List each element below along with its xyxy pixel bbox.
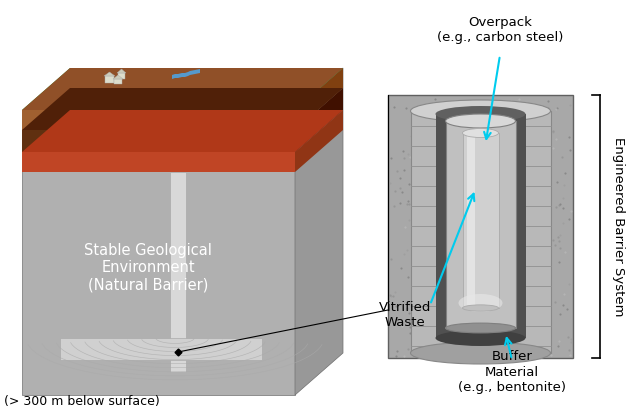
Polygon shape — [22, 68, 343, 110]
Polygon shape — [22, 110, 343, 152]
Polygon shape — [22, 68, 343, 110]
Polygon shape — [445, 121, 515, 328]
Ellipse shape — [462, 305, 499, 311]
Polygon shape — [117, 69, 126, 73]
Ellipse shape — [410, 342, 550, 364]
Text: Vitrified
Waste: Vitrified Waste — [379, 301, 431, 329]
Polygon shape — [410, 111, 550, 353]
Polygon shape — [22, 110, 295, 130]
Polygon shape — [113, 75, 123, 79]
Ellipse shape — [462, 128, 499, 138]
Text: Stable Geological
Environment
(Natural Barrier): Stable Geological Environment (Natural B… — [84, 243, 212, 293]
Ellipse shape — [410, 100, 550, 122]
Text: Engineered Barrier System: Engineered Barrier System — [612, 137, 624, 316]
Polygon shape — [22, 88, 343, 130]
Ellipse shape — [436, 106, 526, 122]
Polygon shape — [22, 130, 295, 152]
Polygon shape — [295, 68, 343, 130]
Polygon shape — [172, 69, 200, 79]
Ellipse shape — [459, 294, 503, 312]
Polygon shape — [22, 152, 295, 172]
Ellipse shape — [445, 323, 515, 333]
Polygon shape — [466, 136, 475, 305]
Polygon shape — [295, 68, 343, 395]
Text: (> 300 m below surface): (> 300 m below surface) — [4, 395, 160, 408]
Polygon shape — [436, 114, 526, 338]
Polygon shape — [170, 172, 186, 372]
Ellipse shape — [436, 330, 526, 346]
Text: Overpack
(e.g., carbon steel): Overpack (e.g., carbon steel) — [437, 16, 563, 44]
Polygon shape — [295, 88, 343, 152]
Polygon shape — [295, 110, 343, 172]
Polygon shape — [104, 72, 115, 76]
Bar — [118, 73, 125, 79]
Polygon shape — [60, 338, 262, 360]
Bar — [105, 76, 114, 83]
Text: Buffer
Material
(e.g., bentonite): Buffer Material (e.g., bentonite) — [458, 351, 566, 394]
Polygon shape — [462, 133, 499, 308]
Bar — [114, 79, 122, 84]
Polygon shape — [388, 95, 573, 358]
Ellipse shape — [445, 114, 515, 128]
Polygon shape — [22, 110, 295, 395]
